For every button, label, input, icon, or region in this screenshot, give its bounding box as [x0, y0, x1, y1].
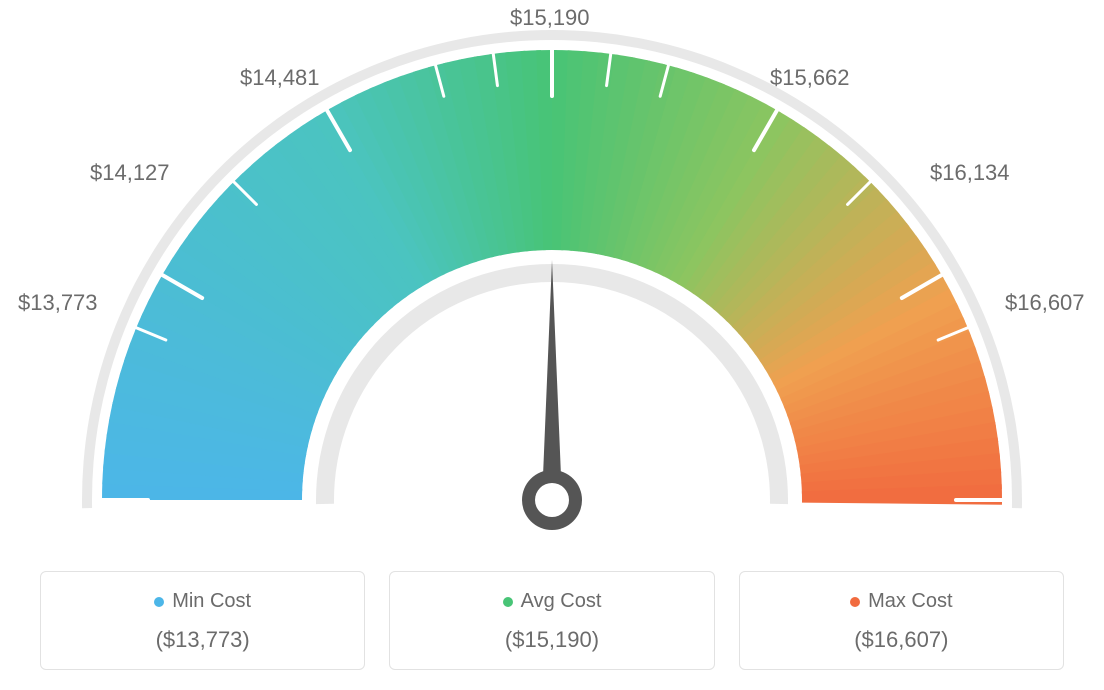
gauge-tick-label: $16,134	[930, 160, 1010, 186]
max-cost-dot	[850, 597, 860, 607]
gauge-tick-label: $15,662	[770, 65, 850, 91]
max-cost-card: Max Cost ($16,607)	[739, 571, 1064, 670]
min-cost-dot	[154, 597, 164, 607]
min-cost-title-row: Min Cost	[154, 590, 251, 613]
gauge-tick-label: $14,127	[90, 160, 170, 186]
gauge-tick-label: $15,190	[510, 5, 590, 31]
avg-cost-value: ($15,190)	[400, 627, 703, 653]
min-cost-value: ($13,773)	[51, 627, 354, 653]
avg-cost-dot	[503, 597, 513, 607]
avg-cost-card: Avg Cost ($15,190)	[389, 571, 714, 670]
avg-cost-title-row: Avg Cost	[503, 590, 602, 613]
gauge-svg	[0, 0, 1104, 560]
max-cost-value: ($16,607)	[750, 627, 1053, 653]
gauge-chart: $13,773 $14,127 $14,481 $15,190 $15,662 $16,1…	[0, 0, 1104, 560]
max-cost-title-row: Max Cost	[850, 590, 952, 613]
min-cost-title: Min Cost	[172, 590, 251, 613]
gauge-tick-label: $14,481	[240, 65, 320, 91]
chart-container: $13,773 $14,127 $14,481 $15,190 $15,662 $16,1…	[0, 0, 1104, 690]
gauge-tick-label: $16,607	[1005, 290, 1085, 316]
min-cost-card: Min Cost ($13,773)	[40, 571, 365, 670]
summary-cards: Min Cost ($13,773) Avg Cost ($15,190) Ma…	[40, 571, 1064, 670]
gauge-tick-label: $13,773	[18, 290, 98, 316]
max-cost-title: Max Cost	[868, 590, 952, 613]
avg-cost-title: Avg Cost	[521, 590, 602, 613]
